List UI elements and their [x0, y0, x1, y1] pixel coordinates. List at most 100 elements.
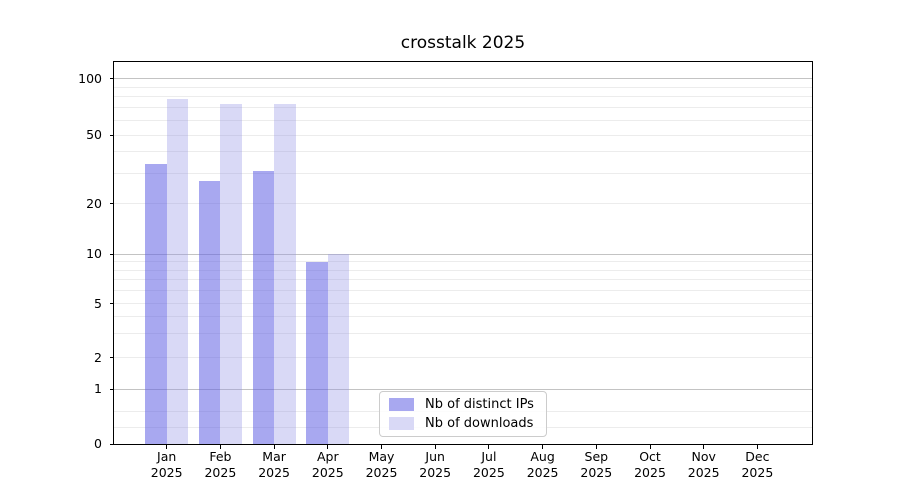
- chart-title: crosstalk 2025: [400, 33, 526, 53]
- bar-downloads-mar: [274, 104, 296, 444]
- x-label-year: 2025: [150, 464, 183, 480]
- x-label-year: 2025: [258, 464, 290, 480]
- major-gridline-100: [114, 78, 812, 80]
- bars-layer: [114, 62, 812, 444]
- bar-downloads-jan: [166, 98, 189, 444]
- x-label-month: Oct: [639, 449, 661, 464]
- x-tick-oct: [649, 445, 651, 449]
- y-tick-1: [110, 388, 114, 390]
- x-tick-label-mar: Mar 2025: [242, 449, 306, 480]
- minor-gridline-6: [114, 290, 812, 292]
- bar-distinct-ips-feb: [198, 181, 221, 444]
- x-label-month: Jan: [157, 449, 177, 464]
- x-tick-label-dec: Dec 2025: [725, 449, 789, 480]
- x-tick-label-sep: Sep 2025: [564, 449, 628, 480]
- minor-gridline-90: [114, 86, 812, 88]
- x-tick-label-aug: Aug 2025: [511, 449, 575, 480]
- x-label-year: 2025: [526, 464, 559, 480]
- minor-gridline-30: [114, 172, 812, 174]
- gridline-50: [114, 134, 812, 136]
- minor-gridline-9: [114, 261, 812, 263]
- x-label-month: Jun: [425, 449, 445, 464]
- plot-area: Nb of distinct IPs Nb of downloads: [113, 61, 813, 445]
- x-label-month: Jul: [481, 449, 497, 464]
- x-tick-label-oct: Oct 2025: [618, 449, 682, 480]
- x-tick-jul: [488, 445, 490, 449]
- x-tick-dec: [756, 445, 758, 449]
- x-label-year: 2025: [741, 464, 774, 480]
- x-label-year: 2025: [365, 464, 398, 480]
- minor-gridline-80: [114, 96, 812, 98]
- x-tick-label-nov: Nov 2025: [672, 449, 736, 480]
- y-tick-label-20: 20: [86, 195, 102, 211]
- y-tick-label-10: 10: [86, 246, 102, 262]
- x-label-year: 2025: [204, 464, 237, 480]
- minor-gridline-7: [114, 279, 812, 281]
- x-tick-mar: [273, 445, 275, 449]
- bar-distinct-ips-mar: [252, 171, 275, 444]
- x-tick-label-jun: Jun 2025: [403, 449, 467, 480]
- minor-gridline-60: [114, 119, 812, 121]
- y-tick-5: [110, 303, 114, 305]
- legend-label-distinct-ips: Nb of distinct IPs: [425, 396, 534, 412]
- gridline-5: [114, 303, 812, 305]
- y-tick-20: [110, 203, 114, 205]
- major-gridline-1: [114, 388, 812, 390]
- y-tick-50: [110, 134, 114, 136]
- x-label-month: Nov: [691, 449, 716, 464]
- x-label-year: 2025: [634, 464, 666, 480]
- x-label-month: Dec: [745, 449, 770, 464]
- legend-swatch-downloads: [389, 417, 414, 431]
- minor-gridline-40: [114, 151, 812, 153]
- y-tick-0: [110, 443, 114, 445]
- x-tick-label-may: May 2025: [350, 449, 414, 480]
- y-tick-10: [110, 253, 114, 255]
- gridline-2: [114, 357, 812, 359]
- x-tick-jan: [166, 445, 168, 449]
- legend-label-downloads: Nb of downloads: [425, 416, 534, 432]
- major-gridline-10: [114, 253, 812, 255]
- x-label-month: Apr: [316, 449, 339, 464]
- x-tick-label-apr: Apr 2025: [296, 449, 360, 480]
- x-tick-jun: [434, 445, 436, 449]
- x-label-month: Aug: [530, 449, 555, 464]
- x-label-month: Sep: [584, 449, 609, 464]
- x-label-month: May: [368, 449, 395, 464]
- x-tick-nov: [703, 445, 705, 449]
- minor-gridline-70: [114, 107, 812, 109]
- legend: Nb of distinct IPs Nb of downloads: [379, 391, 547, 437]
- x-label-year: 2025: [472, 464, 505, 480]
- x-label-year: 2025: [419, 464, 452, 480]
- x-label-year: 2025: [687, 464, 720, 480]
- legend-item-downloads: Nb of downloads: [389, 415, 537, 433]
- y-tick-label-2: 2: [94, 349, 102, 365]
- y-tick-2: [110, 357, 114, 359]
- bar-downloads-apr: [327, 254, 350, 444]
- legend-swatch-distinct-ips: [389, 397, 414, 411]
- legend-item-distinct-ips: Nb of distinct IPs: [389, 395, 537, 413]
- y-tick-100: [110, 78, 114, 80]
- x-tick-feb: [219, 445, 221, 449]
- x-tick-aug: [542, 445, 544, 449]
- x-tick-label-feb: Feb 2025: [188, 449, 252, 480]
- y-tick-label-50: 50: [86, 127, 102, 142]
- minor-gridline-4: [114, 316, 812, 318]
- y-tick-label-0: 0: [94, 436, 102, 451]
- gridline-20: [114, 203, 812, 205]
- y-tick-label-5: 5: [94, 295, 102, 311]
- minor-gridline-3: [114, 333, 812, 335]
- x-tick-label-jul: Jul 2025: [457, 449, 521, 480]
- x-tick-sep: [595, 445, 597, 449]
- x-label-month: Mar: [262, 449, 286, 464]
- y-tick-label-1: 1: [94, 381, 102, 397]
- x-label-year: 2025: [311, 464, 344, 480]
- y-tick-label-100: 100: [78, 70, 102, 86]
- x-tick-may: [381, 445, 382, 449]
- minor-gridline-8: [114, 269, 812, 271]
- x-label-year: 2025: [580, 464, 613, 480]
- bar-distinct-ips-jan: [145, 164, 167, 444]
- x-label-month: Feb: [209, 449, 232, 464]
- x-tick-apr: [327, 445, 329, 449]
